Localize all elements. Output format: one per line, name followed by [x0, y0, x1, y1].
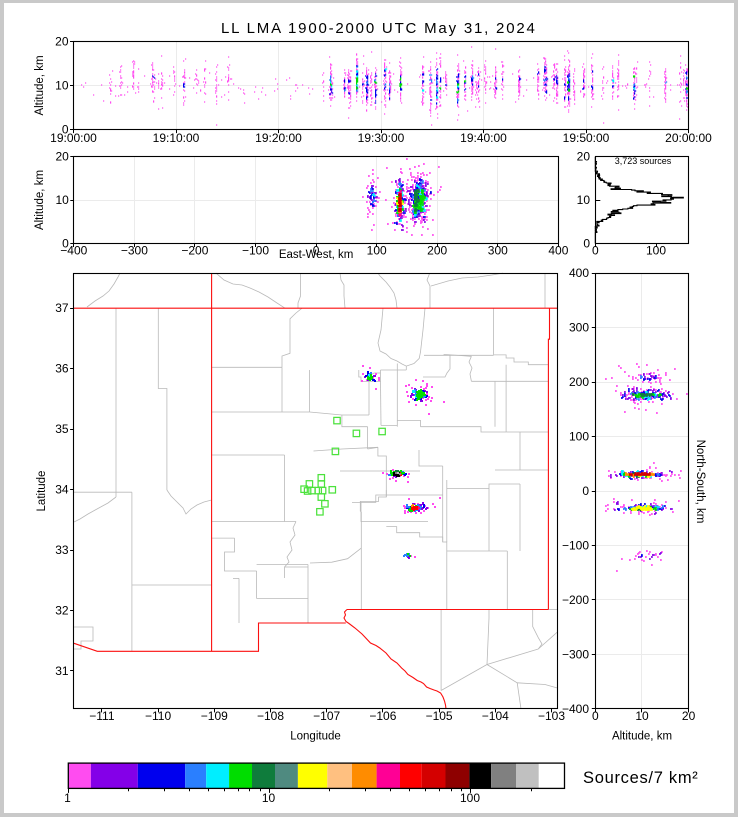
- svg-text:−100: −100: [242, 244, 269, 258]
- svg-text:20: 20: [577, 150, 591, 164]
- svg-text:19:50:00: 19:50:00: [563, 131, 610, 145]
- svg-text:−300: −300: [562, 647, 589, 661]
- svg-text:31: 31: [55, 664, 69, 678]
- svg-text:−109: −109: [201, 709, 228, 723]
- svg-text:−200: −200: [562, 593, 589, 607]
- svg-text:3,723 sources: 3,723 sources: [615, 156, 672, 166]
- svg-text:300: 300: [488, 244, 508, 258]
- svg-text:100: 100: [569, 430, 589, 444]
- svg-text:−400: −400: [562, 702, 589, 716]
- svg-text:35: 35: [55, 422, 69, 436]
- svg-text:36: 36: [55, 362, 69, 376]
- svg-text:19:00:00: 19:00:00: [50, 131, 97, 145]
- svg-text:200: 200: [427, 244, 447, 258]
- svg-text:20: 20: [682, 709, 696, 723]
- svg-text:0: 0: [592, 709, 599, 723]
- svg-text:400: 400: [569, 266, 589, 280]
- svg-text:10: 10: [262, 791, 276, 805]
- svg-text:Sources/7 km²: Sources/7 km²: [583, 769, 698, 787]
- svg-text:−111: −111: [89, 709, 115, 723]
- svg-text:37: 37: [55, 301, 69, 315]
- svg-text:−400: −400: [60, 244, 87, 258]
- svg-text:Altitude, km: Altitude, km: [34, 170, 46, 230]
- svg-text:100: 100: [646, 244, 666, 258]
- svg-text:−100: −100: [562, 539, 589, 553]
- svg-text:34: 34: [55, 483, 69, 497]
- svg-text:Longitude: Longitude: [290, 731, 341, 743]
- svg-text:10: 10: [635, 709, 649, 723]
- svg-text:400: 400: [548, 244, 568, 258]
- svg-text:LL LMA 1900-2000 UTC May 31, 2: LL LMA 1900-2000 UTC May 31, 2024: [221, 20, 537, 37]
- svg-text:19:10:00: 19:10:00: [153, 131, 200, 145]
- svg-text:300: 300: [569, 321, 589, 335]
- svg-text:−300: −300: [121, 244, 148, 258]
- svg-text:20:00:00: 20:00:00: [665, 131, 712, 145]
- svg-text:10: 10: [55, 193, 69, 207]
- svg-text:−110: −110: [145, 709, 171, 723]
- svg-text:19:20:00: 19:20:00: [255, 131, 302, 145]
- svg-text:−105: −105: [426, 709, 453, 723]
- svg-text:100: 100: [460, 791, 480, 805]
- svg-text:19:30:00: 19:30:00: [358, 131, 405, 145]
- svg-text:33: 33: [55, 543, 69, 557]
- svg-text:1: 1: [64, 791, 71, 805]
- svg-text:20: 20: [55, 150, 69, 164]
- svg-text:32: 32: [55, 604, 69, 618]
- svg-text:−104: −104: [482, 709, 509, 723]
- svg-text:20: 20: [55, 35, 69, 49]
- svg-text:10: 10: [577, 193, 591, 207]
- svg-text:0: 0: [583, 237, 590, 251]
- svg-text:−107: −107: [313, 709, 340, 723]
- svg-text:Altitude, km: Altitude, km: [612, 731, 672, 743]
- svg-text:19:40:00: 19:40:00: [460, 131, 507, 145]
- svg-text:East-West, km: East-West, km: [279, 249, 354, 261]
- svg-text:100: 100: [367, 244, 387, 258]
- svg-text:−106: −106: [369, 709, 396, 723]
- svg-text:0: 0: [313, 244, 320, 258]
- svg-text:0: 0: [62, 123, 69, 137]
- svg-text:North-South, km: North-South, km: [694, 440, 706, 524]
- svg-text:−200: −200: [181, 244, 208, 258]
- svg-text:0: 0: [62, 237, 69, 251]
- svg-text:−108: −108: [257, 709, 284, 723]
- svg-text:Altitude, km: Altitude, km: [34, 55, 46, 115]
- svg-text:0: 0: [592, 244, 599, 258]
- svg-text:10: 10: [55, 79, 69, 93]
- svg-text:Latitude: Latitude: [36, 471, 48, 512]
- svg-text:200: 200: [569, 375, 589, 389]
- svg-text:0: 0: [582, 484, 589, 498]
- svg-text:−103: −103: [538, 709, 565, 723]
